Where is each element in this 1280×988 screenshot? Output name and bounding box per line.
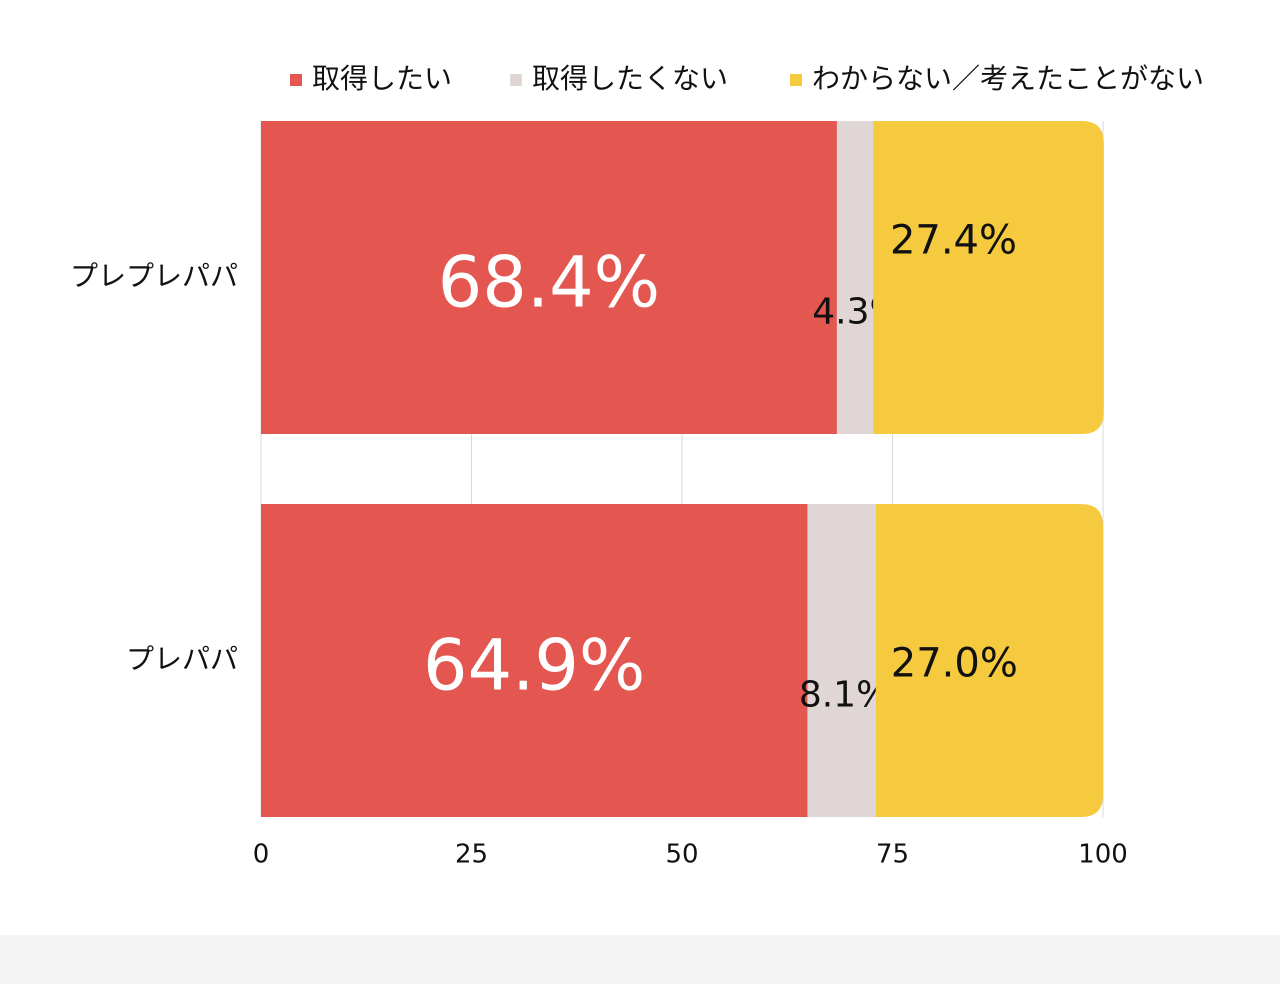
bar-segment (875, 504, 1103, 817)
y-tick-label: プレプレパパ (70, 260, 238, 293)
legend-label: わからない／考えたことがない (812, 62, 1204, 95)
data-label: 68.4% (438, 242, 660, 324)
x-tick-label: 0 (253, 840, 270, 870)
legend-label: 取得したくない (532, 62, 728, 95)
bar-segment (261, 504, 808, 817)
legend-swatch (290, 74, 302, 86)
y-tick-label: プレパパ (126, 643, 238, 676)
x-tick-label: 25 (455, 840, 488, 870)
legend-label: 取得したい (312, 62, 452, 95)
x-tick-label: 75 (876, 840, 909, 870)
legend-swatch (510, 74, 522, 86)
data-label: 27.4% (890, 218, 1017, 264)
data-label: 64.9% (423, 625, 645, 707)
data-label: 27.0% (891, 641, 1018, 687)
footer-strip (0, 935, 1280, 984)
bar-segment (873, 121, 1104, 434)
data-label: 8.1% (799, 675, 890, 716)
x-tick-label: 100 (1078, 840, 1128, 870)
x-tick-label: 50 (665, 840, 698, 870)
bar-segment (261, 121, 837, 434)
legend-swatch (790, 74, 802, 86)
bar-segment (807, 504, 876, 817)
bar-segment (836, 121, 874, 434)
